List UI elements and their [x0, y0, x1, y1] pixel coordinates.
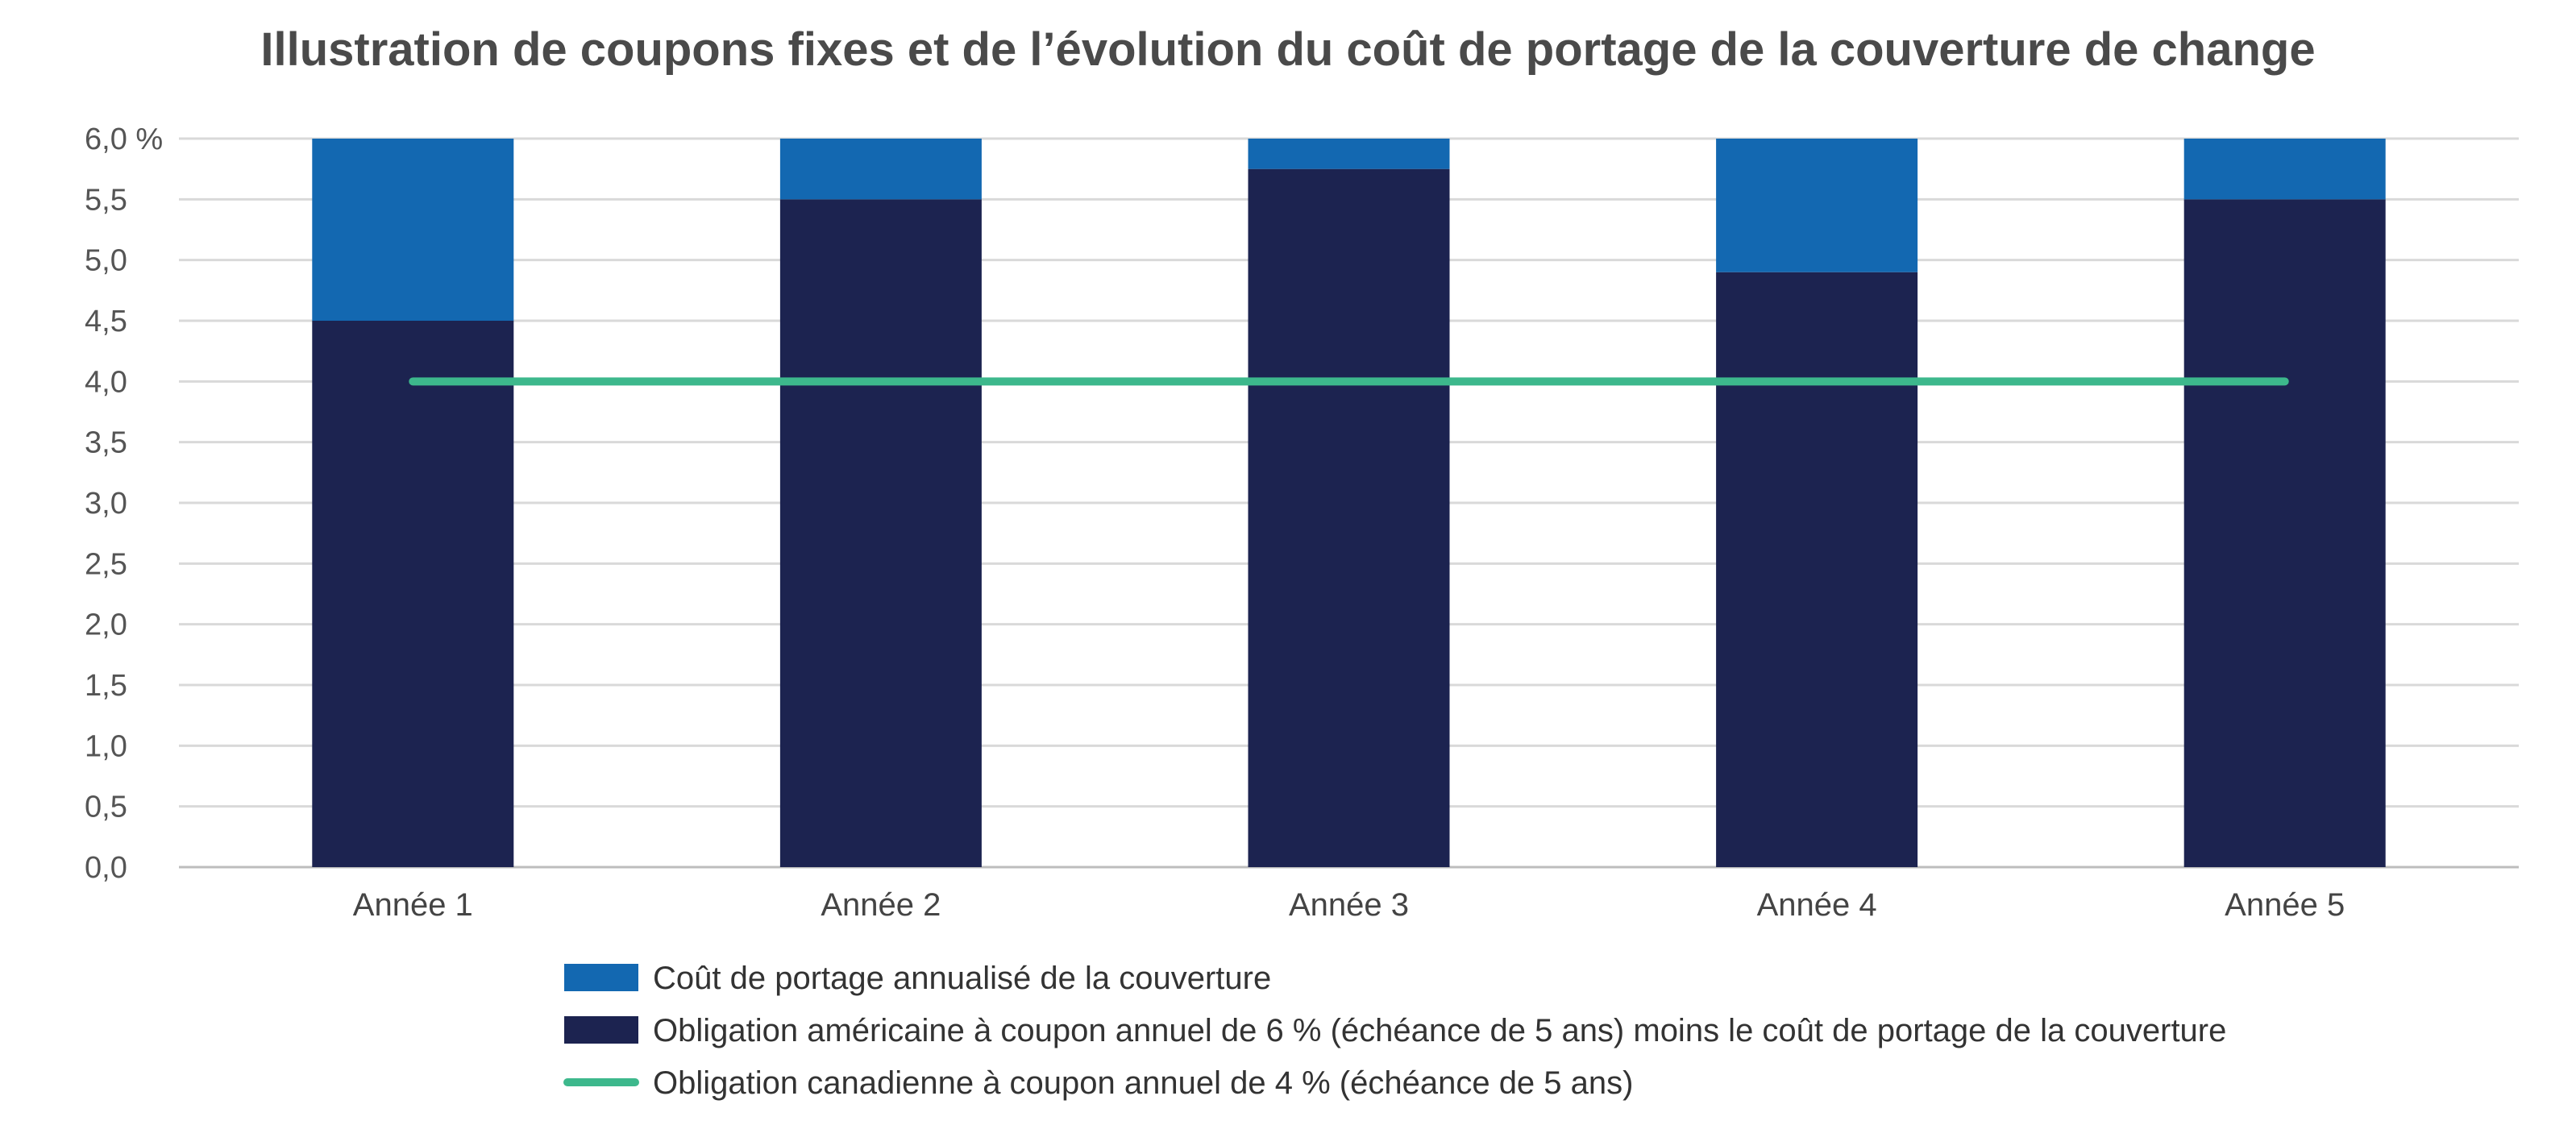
bar-us-bond-net — [312, 321, 514, 867]
y-tick-label: 5,5 — [85, 183, 127, 217]
legend-label: Obligation canadienne à coupon annuel de… — [653, 1065, 1633, 1101]
y-tick-label: 3,5 — [85, 426, 127, 460]
bar-us-bond-net — [779, 199, 982, 868]
y-tick-label: 6,0 % — [85, 122, 163, 156]
y-tick-label: 1,5 — [85, 669, 127, 703]
bar-us-bond-net — [1248, 168, 1450, 867]
legend-label: Coût de portage annualisé de la couvertu… — [653, 961, 1271, 996]
legend-label: Obligation américaine à coupon annuel de… — [653, 1013, 2226, 1048]
bars — [312, 139, 2386, 868]
y-tick-label: 4,5 — [85, 305, 127, 338]
x-tick-label: Année 1 — [353, 887, 473, 923]
bar-hedge-cost — [1248, 139, 1450, 169]
x-axis-ticks: Année 1 Année 2 Année 3 Année 4 Année 5 — [353, 887, 2345, 923]
bar-us-bond-net — [2183, 199, 2386, 868]
bar-hedge-cost — [2183, 139, 2386, 200]
legend-swatch — [564, 1016, 638, 1044]
x-tick-label: Année 3 — [1289, 887, 1409, 923]
bar-hedge-cost — [779, 139, 982, 200]
y-tick-label: 4,0 — [85, 365, 127, 399]
legend: Coût de portage annualisé de la couvertu… — [563, 961, 2226, 1101]
y-tick-label: 5,0 — [85, 244, 127, 278]
y-tick-label: 0,5 — [85, 791, 127, 824]
y-tick-label: 3,0 — [85, 487, 127, 521]
x-tick-label: Année 2 — [821, 887, 941, 923]
bar-hedge-cost — [1716, 139, 1918, 272]
legend-swatch — [564, 964, 638, 991]
bar-us-bond-net — [1716, 272, 1918, 867]
x-tick-label: Année 4 — [1757, 887, 1877, 923]
x-tick-label: Année 5 — [2225, 887, 2345, 923]
y-tick-label: 2,5 — [85, 547, 127, 581]
y-tick-label: 0,0 — [85, 851, 127, 885]
chart-title: Illustration de coupons fixes et de l’év… — [260, 23, 2316, 76]
y-tick-label: 1,0 — [85, 729, 127, 763]
bar-hedge-cost — [312, 139, 514, 321]
y-axis-ticks: 0,0 0,5 1,0 1,5 2,0 2,5 3,0 3,5 4,0 4,5 5,0 5,5 6,0 … — [85, 122, 163, 885]
y-tick-label: 2,0 — [85, 608, 127, 642]
